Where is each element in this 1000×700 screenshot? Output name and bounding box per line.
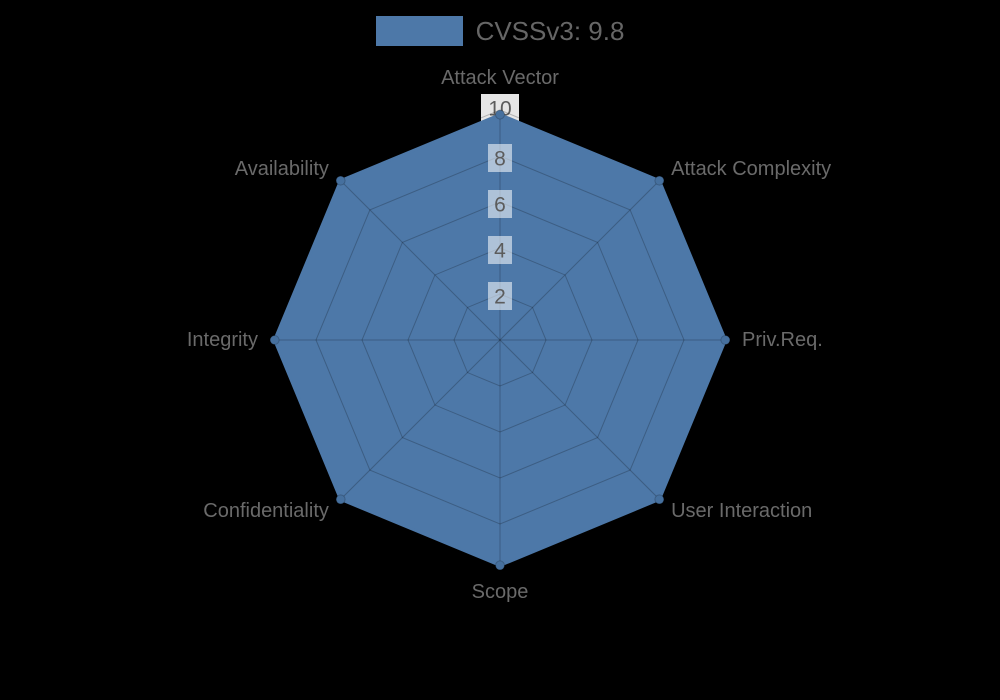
axis-label-integrity: Integrity xyxy=(187,329,258,351)
grid-ring-2 xyxy=(453,293,547,387)
legend-swatch xyxy=(375,16,463,46)
axis-label-confidentiality: Confidentiality xyxy=(203,500,329,522)
axis-label-user-interaction: User Interaction xyxy=(671,500,812,522)
data-point-4[interactable] xyxy=(495,560,505,571)
legend-item-cvssv3[interactable]: CVSSv3: 9.8 xyxy=(375,16,625,46)
legend: CVSSv3: 9.8 xyxy=(0,16,1000,46)
tick-label-2: 2 xyxy=(494,286,506,309)
tick-label-10: 10 xyxy=(488,98,511,121)
legend-label: CVSSv3: 9.8 xyxy=(475,16,625,46)
tick-backdrop-8 xyxy=(488,144,512,172)
axis-label-availability: Availability xyxy=(235,158,329,180)
data-point-7[interactable] xyxy=(335,175,346,186)
axis-spoke-1 xyxy=(499,177,663,341)
data-point-5[interactable] xyxy=(335,494,346,505)
axis-label-priv-req: Priv.Req. xyxy=(742,329,823,351)
axis-label-attack-vector: Attack Vector xyxy=(441,67,559,89)
axis-label-scope: Scope xyxy=(472,581,529,603)
data-point-1[interactable] xyxy=(654,175,665,186)
tick-label-6: 6 xyxy=(494,194,506,217)
tick-label-4: 4 xyxy=(494,240,506,263)
axis-spoke-5 xyxy=(337,339,501,503)
axis-spoke-3 xyxy=(499,339,663,503)
grid-ring-8 xyxy=(315,155,685,525)
axis-label-attack-complexity: Attack Complexity xyxy=(671,158,831,180)
tick-label-8: 8 xyxy=(494,148,506,171)
grid-ring-10 xyxy=(269,109,731,571)
data-point-3[interactable] xyxy=(654,494,665,505)
axis-spoke-7 xyxy=(337,177,501,341)
tick-backdrop-2 xyxy=(488,282,512,310)
grid-ring-4 xyxy=(407,247,593,433)
data-point-6[interactable] xyxy=(269,335,280,345)
tick-backdrop-4 xyxy=(488,236,512,264)
tick-backdrop-6 xyxy=(488,190,512,218)
data-point-0[interactable] xyxy=(495,109,505,120)
grid-ring-6 xyxy=(361,201,639,479)
data-point-2[interactable] xyxy=(720,335,731,345)
